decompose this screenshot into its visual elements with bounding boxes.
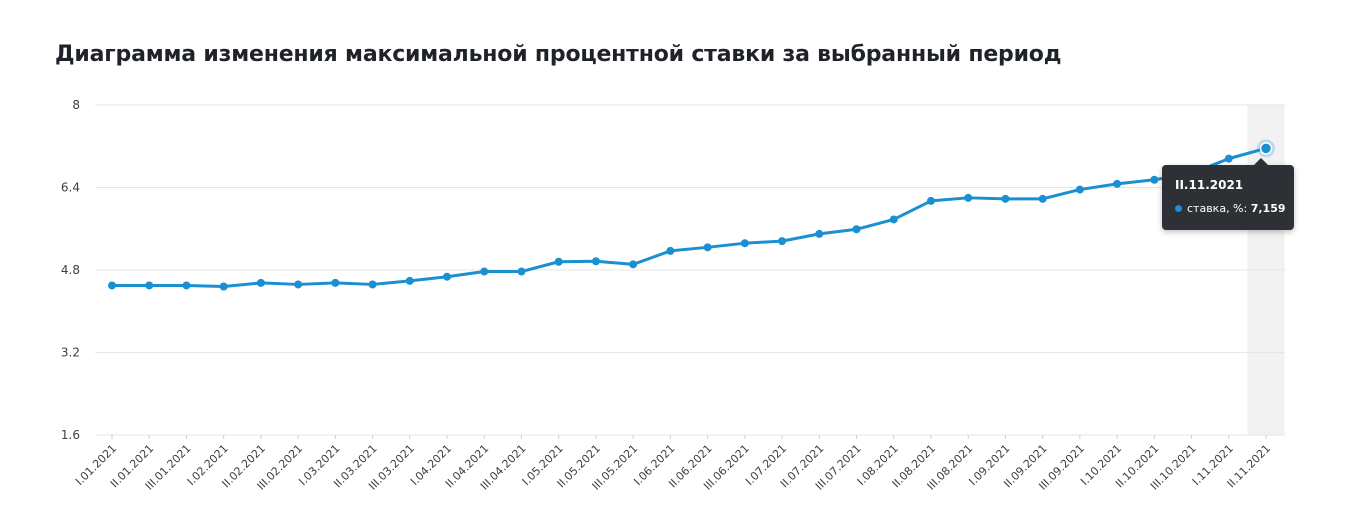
y-tick-label: 1.6 — [61, 428, 80, 442]
data-point[interactable] — [1224, 154, 1233, 163]
data-point[interactable] — [778, 237, 787, 246]
data-point[interactable] — [554, 257, 563, 266]
y-tick-label: 4.8 — [61, 263, 80, 277]
tooltip-date: II.11.2021 — [1175, 178, 1244, 192]
data-point[interactable] — [331, 278, 340, 287]
data-point[interactable] — [926, 196, 935, 205]
data-point[interactable] — [145, 281, 154, 290]
data-point[interactable] — [182, 281, 191, 290]
data-point[interactable] — [1001, 194, 1010, 203]
data-point[interactable] — [1038, 194, 1047, 203]
data-point[interactable] — [405, 276, 414, 285]
tooltip-row: ставка, %: 7,159 — [1175, 202, 1286, 215]
data-point[interactable] — [1113, 179, 1122, 188]
data-point[interactable] — [740, 239, 749, 248]
tooltip-series-dot — [1175, 205, 1182, 212]
data-point[interactable] — [256, 278, 265, 287]
series-line — [110, 146, 1268, 288]
y-tick-label: 3.2 — [61, 346, 80, 360]
chart-title: Диаграмма изменения максимальной процент… — [55, 42, 1062, 67]
data-point[interactable] — [219, 282, 228, 291]
data-point[interactable] — [443, 272, 452, 281]
y-tick-label: 6.4 — [61, 181, 80, 195]
data-tooltip: II.11.2021 ставка, %: 7,159 — [1162, 158, 1294, 230]
data-point[interactable] — [666, 246, 675, 255]
data-point[interactable] — [517, 267, 526, 276]
data-point[interactable] — [294, 280, 303, 289]
tooltip-value: 7,159 — [1250, 202, 1286, 215]
data-point[interactable] — [480, 267, 489, 276]
data-point[interactable] — [889, 215, 898, 224]
data-point[interactable] — [852, 225, 861, 234]
data-point[interactable] — [591, 257, 600, 266]
y-tick-label: 8 — [72, 98, 80, 112]
tooltip-series-label: ставка, %: — [1187, 202, 1248, 215]
data-point[interactable] — [964, 193, 973, 202]
x-axis: I.01.2021II.01.2021III.01.2021I.02.2021I… — [73, 435, 1273, 493]
grid-lines — [95, 104, 1285, 436]
data-point[interactable] — [368, 280, 377, 289]
data-point[interactable] — [1075, 185, 1084, 194]
data-point[interactable] — [1150, 175, 1159, 184]
series-rate — [108, 139, 1275, 291]
y-axis: 1.6 3.2 4.8 6.4 8 — [61, 98, 80, 442]
data-point[interactable] — [629, 260, 638, 269]
data-point[interactable] — [815, 229, 824, 238]
active-data-point[interactable] — [1259, 142, 1273, 155]
data-point[interactable] — [703, 243, 712, 252]
data-point[interactable] — [108, 281, 116, 290]
